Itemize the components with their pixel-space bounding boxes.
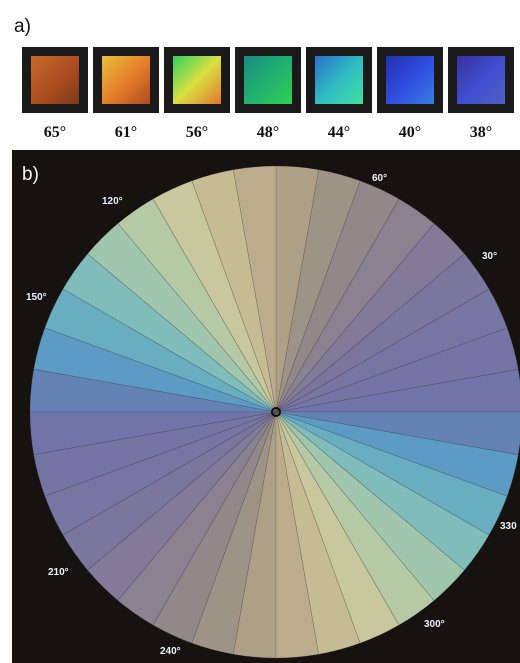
wheel-label: 300° <box>424 619 445 630</box>
wheel-label: 150° <box>26 292 47 303</box>
wheel-label: 120° <box>102 196 123 207</box>
wheel-label: 30° <box>482 251 497 262</box>
panel-label: b) <box>22 164 39 186</box>
wheel-panel: 120° 60° 30° 150° 330 210° 240° 300° <box>0 0 520 663</box>
wheel-label: 60° <box>372 173 387 184</box>
color-wheel <box>30 166 520 658</box>
wheel-label: 210° <box>48 567 69 578</box>
wheel-label: 330 <box>500 521 517 532</box>
wheel-label: 240° <box>160 646 181 657</box>
figure: {"panel_a": {"label": "a)", "angles": ["… <box>0 0 520 663</box>
